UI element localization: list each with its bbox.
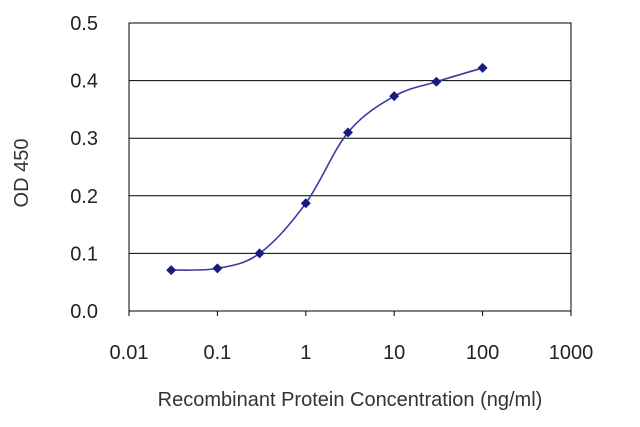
x-tick-label-0: 0.01: [110, 342, 149, 364]
x-axis-ticks: 0.01 0.1 1 10 100 1000: [110, 311, 594, 364]
y-axis-ticks: 0.0 0.1 0.2 0.3 0.4 0.5: [70, 13, 98, 323]
x-tick-label-2: 1: [300, 342, 311, 364]
x-tick-label-3: 10: [383, 342, 405, 364]
data-point-7: [477, 62, 488, 73]
data-point-1: [212, 263, 223, 274]
y-axis-label: OD 450: [11, 139, 33, 208]
data-point-6: [431, 76, 442, 87]
plot-area-frame: [128, 22, 572, 312]
data-point-0: [166, 265, 177, 276]
y-tick-label-4: 0.4: [70, 71, 98, 93]
x-tick-label-4: 100: [466, 342, 499, 364]
grid-lines: [129, 80, 571, 254]
fitted-curve: [171, 67, 483, 271]
data-point-5: [389, 91, 400, 102]
data-point-2: [254, 248, 265, 259]
data-point-3: [300, 198, 311, 209]
y-tick-label-2: 0.2: [70, 186, 98, 208]
y-tick-label-5: 0.5: [70, 13, 98, 35]
y-tick-label-0: 0.0: [70, 301, 98, 323]
x-tick-label-1: 0.1: [203, 342, 231, 364]
data-point-4: [342, 127, 353, 138]
y-tick-label-1: 0.1: [70, 243, 98, 265]
data-markers: [166, 62, 488, 276]
x-axis-label: Recombinant Protein Concentration (ng/ml…: [158, 389, 543, 411]
x-tick-label-5: 1000: [549, 342, 594, 364]
y-tick-label-3: 0.3: [70, 128, 98, 150]
